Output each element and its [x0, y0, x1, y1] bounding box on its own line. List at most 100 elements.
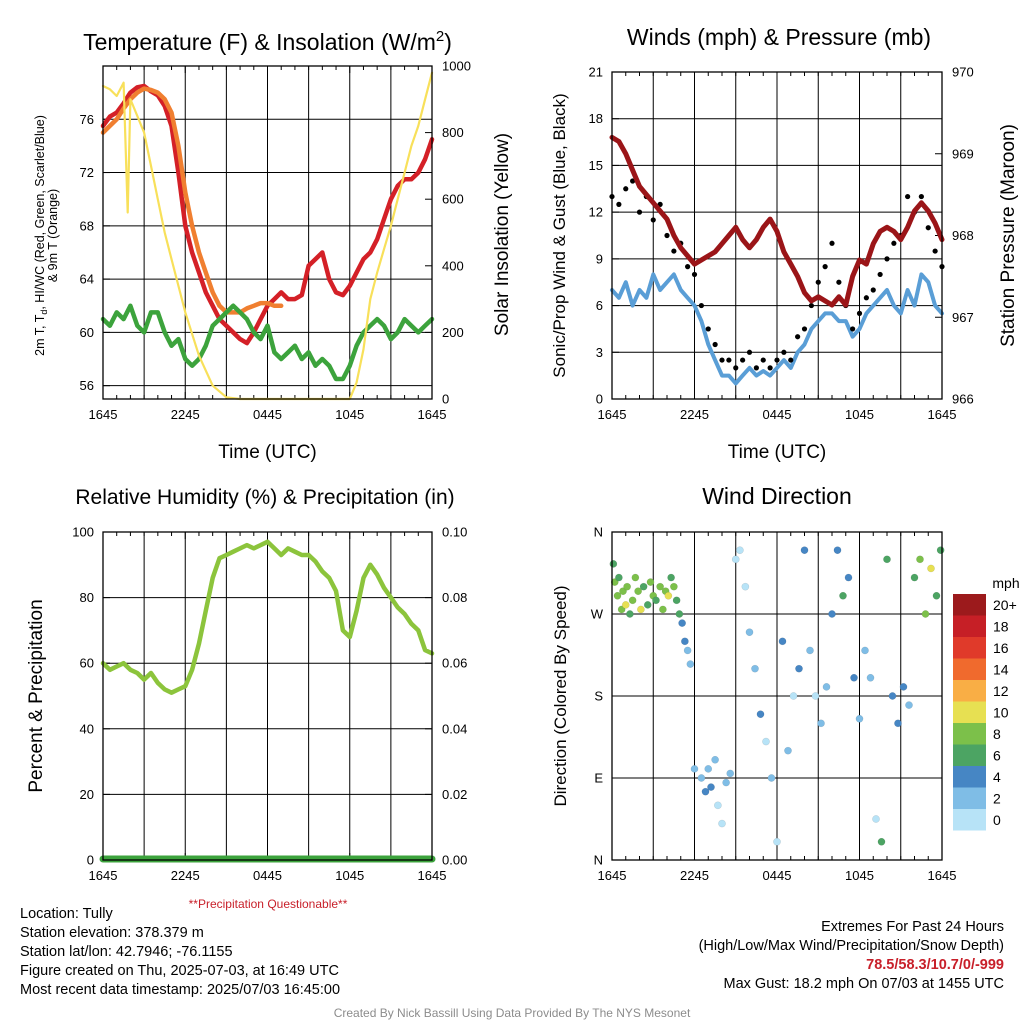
direction-point: [778, 637, 787, 646]
series-rh: [100, 539, 435, 695]
x-tick-label: 1645: [89, 868, 118, 883]
y-tick-label: 9: [596, 251, 603, 266]
y-tick-label: S: [594, 689, 603, 704]
x-tick-label: 1045: [845, 868, 874, 883]
x-tick-label: 2245: [680, 407, 709, 422]
x-tick-label: 0445: [763, 868, 792, 883]
x-tick-label: 0445: [763, 407, 792, 422]
title-text: Temperature (F) & Insolation (W/m: [83, 29, 436, 55]
direction-point: [811, 692, 820, 700]
gust-point: [746, 349, 753, 355]
gust-point: [774, 357, 780, 363]
extremes-subtitle: (High/Low/Max Wind/Precipitation/Snow De…: [698, 938, 1004, 954]
x-tick-label: 0445: [253, 868, 282, 883]
panel-3: 1645 2245 0445 1045 1645 Relative Humidity (%…: [26, 486, 467, 883]
colorbar-swatch: [953, 744, 986, 766]
gust-point: [740, 357, 746, 363]
title-superscript: 2: [436, 28, 444, 45]
y-axis-label-group: Direction (Colored By Speed): [551, 585, 570, 806]
y2-tick-label: 0.02: [442, 787, 467, 802]
direction-point: [707, 783, 715, 791]
direction-point: [670, 582, 678, 591]
direction-point: [652, 596, 660, 605]
gust-point: [877, 271, 883, 278]
direction-point: [855, 714, 864, 723]
y-tick-label: 40: [80, 721, 94, 736]
y2-axis-label: Solar Insolation (Yellow): [492, 133, 513, 336]
gust-point: [884, 256, 890, 262]
y-tick-label: 18: [589, 111, 603, 126]
direction-point: [905, 701, 913, 709]
direction-point: [806, 646, 814, 655]
y2-axis-label-group: Station Pressure (Maroon): [998, 124, 1019, 347]
direction-point: [861, 646, 869, 655]
direction-point: [683, 646, 692, 655]
direction-point: [745, 628, 754, 637]
gust-point: [712, 341, 718, 348]
direction-point: [932, 591, 941, 600]
colorbar: mph 0 2 4 6 8 10 12 14 16 18 20+: [953, 575, 1020, 831]
direction-point: [789, 692, 798, 700]
direction-point: [817, 719, 825, 728]
y-tick-label: 3: [596, 345, 603, 360]
x-tick-label: 1645: [928, 407, 957, 422]
extremes-info: Extremes For Past 24 Hours (High/Low/Max…: [699, 918, 1004, 994]
panel-2: 1645 2245 0445 1045 1645 Winds (mph) & Pressu…: [550, 24, 1019, 463]
colorbar-label: 14: [993, 661, 1009, 677]
direction-point: [643, 601, 652, 609]
colorbar-swatch: [953, 658, 986, 680]
gust-point: [850, 326, 856, 332]
colorbar-label: 20+: [993, 597, 1017, 613]
x-tick-label: 1645: [598, 407, 627, 422]
colorbar-label: 8: [993, 726, 1001, 742]
y-tick-label: 72: [80, 165, 94, 180]
y-tick-label: 12: [589, 205, 603, 220]
gust-point: [836, 279, 842, 285]
gust-point: [753, 365, 759, 371]
colorbar-swatch: [953, 723, 986, 745]
direction-point: [927, 564, 935, 573]
colorbar-swatch: [953, 766, 986, 788]
direction-point: [784, 746, 792, 755]
y-tick-label: N: [594, 853, 603, 868]
series-pressure: [609, 134, 945, 308]
series-wind: [610, 272, 944, 386]
x-tick-label: 1045: [845, 407, 874, 422]
location-label: Location: Tully: [20, 906, 113, 922]
colorbar-swatch: [953, 809, 986, 831]
y-tick-label: W: [591, 607, 604, 622]
direction-point: [888, 692, 897, 700]
gust-point: [705, 326, 711, 332]
plot-border: [611, 531, 943, 861]
colorbar-label: 10: [993, 704, 1009, 720]
direction-point: [672, 596, 681, 605]
gust-point: [925, 225, 931, 231]
direction-point: [800, 546, 809, 555]
direction-point: [701, 787, 710, 796]
y-tick-label: 60: [80, 325, 94, 340]
direction-point: [609, 560, 618, 568]
direction-point: [866, 673, 875, 682]
y-tick-label: 76: [80, 112, 94, 127]
x-tick-label: 1045: [335, 407, 364, 422]
chart-title: Winds (mph) & Pressure (mb): [627, 24, 931, 50]
gust-point: [870, 287, 876, 293]
direction-point: [704, 765, 713, 773]
gust-point: [630, 178, 636, 184]
y2-tick-label: 969: [952, 146, 974, 161]
station-info: Location: Tully Station elevation: 378.3…: [20, 905, 340, 1000]
y2-tick-label: 966: [952, 392, 974, 407]
gust-point: [863, 295, 869, 301]
y-tick-label: 68: [80, 218, 94, 233]
gust-point: [650, 217, 656, 223]
chart-title: Relative Humidity (%) & Precipitation (i…: [75, 486, 454, 509]
direction-point: [877, 837, 886, 846]
direction-point: [619, 587, 627, 596]
y2-tick-label: 600: [442, 192, 464, 207]
y-tick-label: 0: [596, 392, 603, 407]
x-tick-label: 2245: [680, 868, 709, 883]
direction-point: [822, 683, 831, 691]
gust-point: [918, 193, 924, 200]
direction-point: [767, 774, 776, 782]
